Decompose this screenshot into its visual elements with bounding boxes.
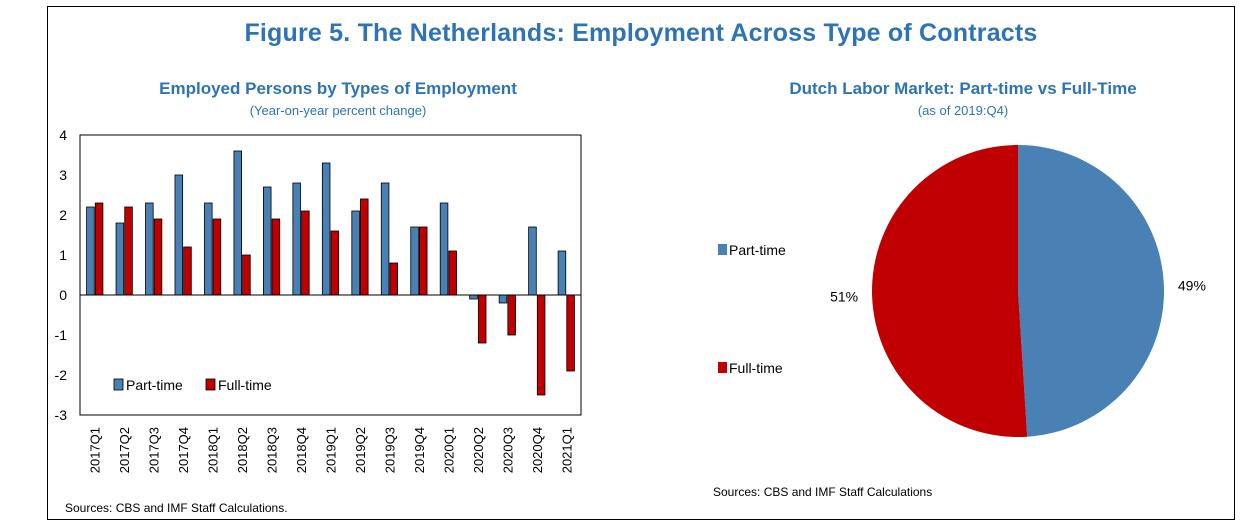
figure-title: Figure 5. The Netherlands: Employment Ac…: [244, 19, 1038, 47]
bar-full-time: [360, 198, 369, 296]
y-tick-label: -3: [55, 407, 68, 423]
x-tick-label: 2018Q4: [294, 427, 309, 473]
x-tick-label: 2019Q1: [324, 427, 339, 473]
bar-part-time: [410, 226, 419, 296]
plot-area: [79, 134, 582, 416]
pie-chart: 49% 51% Part-time Full-time: [718, 145, 1206, 437]
bar-part-time: [469, 294, 478, 300]
bar-full-time: [507, 294, 516, 336]
bar-part-time: [557, 250, 567, 296]
bar-part-time: [528, 226, 537, 296]
y-tick-label: 2: [59, 207, 67, 223]
x-tick-label: 2018Q2: [235, 427, 250, 473]
bar-full-time: [153, 218, 163, 296]
pie-slice-part-time: [1018, 145, 1165, 437]
bar-full-time: [566, 294, 575, 372]
bar-part-time: [145, 202, 154, 296]
bar-part-time: [115, 222, 125, 296]
y-tick-label: 4: [59, 127, 67, 143]
pie-chart-title: Dutch Labor Market: Part-time vs Full-Ti…: [789, 79, 1137, 98]
bar-chart-source: Sources: CBS and IMF Staff Calculations.: [65, 501, 288, 515]
bar-full-time: [271, 218, 281, 296]
x-tick-label: 2020Q2: [471, 427, 486, 473]
x-tick-label: 2018Q3: [265, 427, 280, 473]
x-tick-label: 2017Q4: [176, 427, 191, 473]
x-tick-label: 2017Q1: [88, 427, 103, 473]
legend-label: Full-time: [729, 360, 783, 376]
x-tick-label: 2021Q1: [559, 427, 574, 473]
legend-label: Part-time: [729, 242, 786, 258]
bar-full-time: [536, 294, 546, 396]
bar-full-time: [419, 226, 428, 296]
bar-full-time: [124, 206, 133, 296]
bar-full-time: [183, 246, 192, 296]
bar-full-time: [94, 202, 104, 296]
bar-full-time: [330, 230, 340, 296]
bar-full-time: [477, 294, 487, 344]
bar-full-time: [301, 210, 310, 296]
legend-swatch: [718, 362, 727, 373]
bar-full-time: [242, 254, 251, 296]
x-tick-label: 2019Q2: [353, 427, 368, 473]
y-tick-label: 3: [59, 167, 67, 183]
bar-chart-subtitle: (Year-on-year percent change): [249, 103, 427, 118]
bar-part-time: [262, 186, 272, 296]
x-tick-label: 2020Q1: [441, 427, 456, 473]
bar-chart: -3 -2 -1 0 1 2 3 4 2017Q1 2017Q2 2017Q3 2017Q4 2018Q…: [55, 127, 582, 473]
x-tick-label: 2019Q4: [412, 427, 427, 473]
bar-part-time: [233, 150, 242, 296]
x-tick-label: 2017Q3: [147, 427, 162, 473]
x-tick-label: 2020Q4: [530, 427, 545, 473]
legend-label: Full-time: [218, 377, 272, 393]
bar-part-time: [174, 174, 184, 296]
x-tick-label: 2020Q3: [500, 427, 515, 473]
bar-part-time: [204, 202, 213, 296]
bar-full-time: [212, 218, 222, 296]
legend-swatch: [205, 378, 216, 391]
y-tick-label: -1: [55, 327, 68, 343]
bar-part-time: [498, 294, 508, 304]
x-tick-label: 2018Q1: [206, 427, 221, 473]
y-tick-label: -2: [55, 367, 68, 383]
pie-slice-full-time: [872, 145, 1028, 437]
legend-label: Part-time: [126, 377, 183, 393]
bar-full-time: [448, 250, 457, 296]
pie-data-label: 51%: [830, 288, 858, 304]
pie-chart-subtitle: (as of 2019:Q4): [917, 103, 1009, 118]
legend-swatch: [113, 378, 124, 391]
bar-part-time: [439, 202, 449, 296]
y-tick-label: 0: [59, 287, 67, 303]
legend-swatch: [718, 244, 727, 255]
pie-data-label: 49%: [1178, 278, 1206, 294]
x-tick-label: 2019Q3: [382, 427, 397, 473]
bar-part-time: [321, 162, 331, 296]
pie-chart-source: Sources: CBS and IMF Staff Calculations: [713, 485, 933, 499]
x-tick-label: 2017Q2: [117, 427, 132, 473]
bar-full-time: [389, 262, 399, 296]
bar-chart-title: Employed Persons by Types of Employment: [159, 79, 517, 98]
y-tick-label: 1: [59, 247, 67, 263]
figure-frame: Figure 5. The Netherlands: Employment Ac…: [47, 6, 1235, 520]
bar-part-time: [86, 206, 95, 296]
bar-part-time: [351, 210, 360, 296]
bar-part-time: [292, 182, 301, 296]
bar-part-time: [380, 182, 390, 296]
